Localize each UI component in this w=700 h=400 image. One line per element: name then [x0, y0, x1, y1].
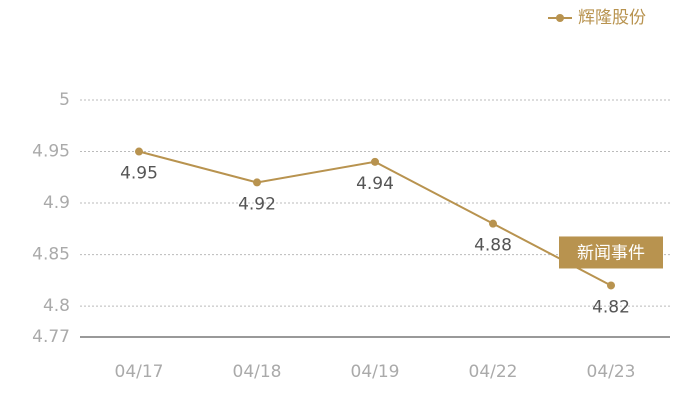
point — [607, 281, 615, 290]
point — [135, 147, 143, 156]
data-label: 4.92 — [238, 194, 276, 214]
series-line — [138, 150, 612, 287]
x-tick-label: 04/23 — [587, 362, 636, 382]
y-tick-label: 4.77 — [32, 327, 70, 347]
annotation: 新闻事件 — [577, 243, 645, 263]
data-label: 4.82 — [592, 297, 630, 317]
y-tick-label: 4.8 — [43, 296, 70, 316]
annotation-box — [559, 236, 663, 269]
y-tick-label: 4.85 — [32, 245, 70, 265]
point — [489, 219, 497, 228]
data-label: 4.94 — [356, 174, 394, 194]
point — [371, 157, 379, 166]
x-tick-label: 04/19 — [351, 362, 400, 382]
data-label: 4.95 — [120, 164, 158, 184]
data-label: 4.88 — [474, 236, 512, 256]
legend-marker — [556, 14, 564, 22]
y-tick-label: 4.9 — [43, 193, 70, 213]
x-tick-label: 04/18 — [233, 362, 282, 382]
legend-label: 辉隆股份 — [578, 8, 646, 28]
x-tick-label: 04/17 — [115, 362, 164, 382]
y-tick-label: 5 — [59, 90, 70, 110]
x-tick-label: 04/22 — [469, 362, 518, 382]
y-tick-label: 4.95 — [32, 142, 70, 162]
point — [253, 178, 261, 187]
